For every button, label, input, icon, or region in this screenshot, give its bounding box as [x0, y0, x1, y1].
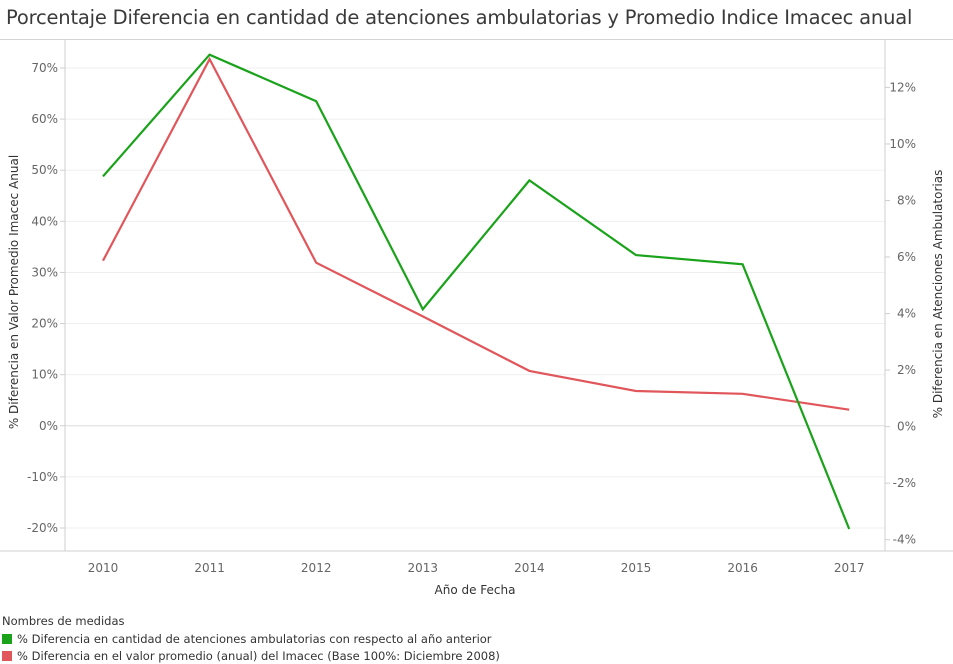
left-tick-label: 50% — [31, 163, 58, 177]
left-tick-label: 10% — [31, 368, 58, 382]
right-tick-label: -2% — [893, 476, 916, 490]
series-line-ambulatorias[interactable] — [103, 55, 849, 529]
x-tick-label: 2016 — [727, 561, 758, 575]
legend-item[interactable]: % Diferencia en cantidad de atenciones a… — [2, 630, 500, 647]
legend-swatch-imacec — [2, 651, 12, 661]
x-tick-label: 2014 — [514, 561, 545, 575]
right-tick-label: -4% — [893, 533, 916, 547]
left-tick-label: -20% — [27, 521, 58, 535]
left-tick-label: -10% — [27, 470, 58, 484]
left-tick-label: 20% — [31, 317, 58, 331]
legend-label-imacec: % Diferencia en el valor promedio (anual… — [17, 649, 500, 663]
gridlines — [65, 68, 885, 528]
right-tick-label: 0% — [897, 420, 916, 434]
x-tick-label: 2015 — [621, 561, 652, 575]
right-tick-label: 4% — [897, 307, 916, 321]
right-tick-label: 8% — [897, 193, 916, 207]
legend-title: Nombres de medidas — [2, 614, 500, 628]
left-axis-ticks: 70% 60% 50% 40% 30% 20% 10% 0% -10% -20% — [27, 61, 65, 535]
legend-item[interactable]: % Diferencia en el valor promedio (anual… — [2, 647, 500, 664]
right-tick-label: 6% — [897, 250, 916, 264]
left-tick-label: 30% — [31, 265, 58, 279]
right-tick-label: 12% — [889, 80, 916, 94]
right-axis-ticks: 12% 10% 8% 6% 4% 2% 0% -2% -4% — [885, 80, 916, 546]
left-tick-label: 40% — [31, 214, 58, 228]
right-axis-title: % Diferencia en Atenciones Ambulatorias — [931, 170, 945, 419]
axes — [0, 40, 953, 551]
left-tick-label: 0% — [39, 419, 58, 433]
x-tick-label: 2013 — [408, 561, 439, 575]
line-chart: 70% 60% 50% 40% 30% 20% 10% 0% -10% -20% 12% 10% 8%… — [0, 0, 953, 610]
left-tick-label: 70% — [31, 61, 58, 75]
x-tick-label: 2010 — [88, 561, 119, 575]
x-tick-label: 2012 — [301, 561, 332, 575]
left-tick-label: 60% — [31, 112, 58, 126]
left-axis-title: % Diferencia en Valor Promedio Imacec An… — [7, 155, 21, 429]
x-axis-title: Año de Fecha — [435, 583, 516, 597]
x-axis-ticks: 2010 2011 2012 2013 2014 2015 2016 2017 — [88, 561, 865, 575]
legend-label-ambulatorias: % Diferencia en cantidad de atenciones a… — [17, 632, 492, 646]
x-tick-label: 2011 — [194, 561, 225, 575]
right-tick-label: 10% — [889, 137, 916, 151]
legend: Nombres de medidas % Diferencia en canti… — [2, 614, 500, 664]
x-tick-label: 2017 — [834, 561, 865, 575]
series-line-imacec[interactable] — [103, 59, 849, 410]
right-tick-label: 2% — [897, 363, 916, 377]
legend-swatch-ambulatorias — [2, 634, 12, 644]
series-lines — [103, 55, 849, 529]
